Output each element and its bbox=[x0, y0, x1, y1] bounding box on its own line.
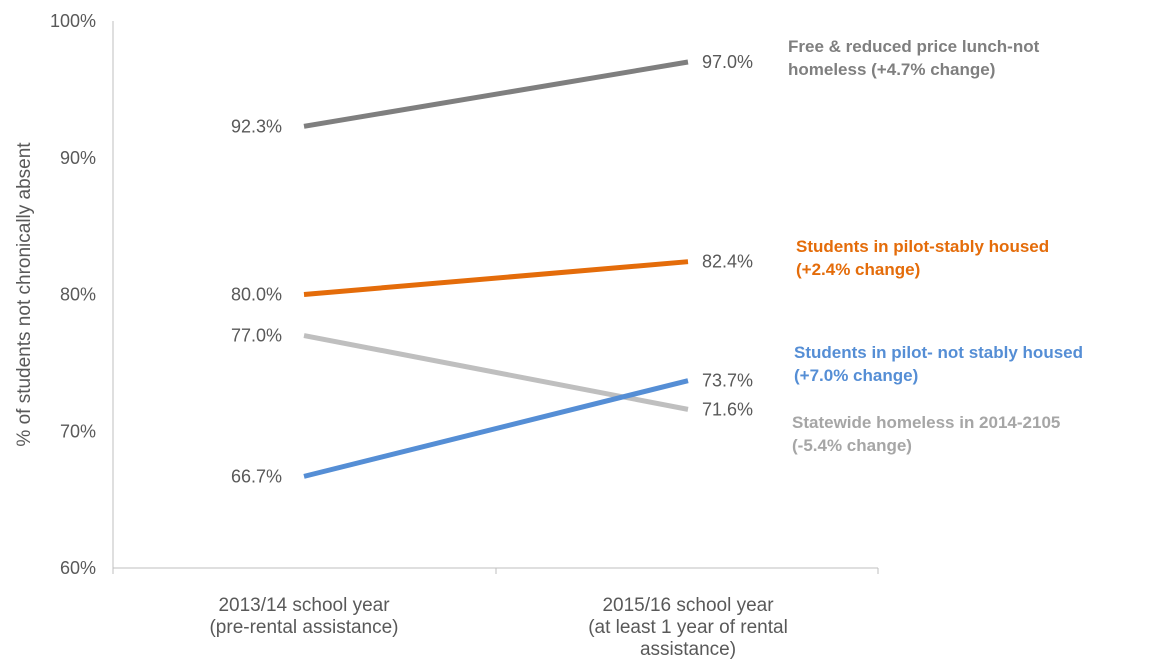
series-label-line: Statewide homeless in 2014-2105 bbox=[792, 413, 1060, 432]
series-label-line: (+7.0% change) bbox=[794, 366, 918, 385]
x-category-label-line: 2013/14 school year bbox=[218, 595, 390, 616]
x-category-label-line: (pre-rental assistance) bbox=[209, 617, 398, 638]
data-label: 82.4% bbox=[702, 252, 753, 272]
series-label-line: (-5.4% change) bbox=[792, 436, 912, 455]
series-label: Statewide homeless in 2014-2105 (-5.4% ch… bbox=[792, 413, 1060, 455]
x-category-label-line: assistance) bbox=[640, 639, 736, 660]
data-label: 92.3% bbox=[231, 116, 282, 136]
series-label-line: Students in pilot- not stably housed bbox=[794, 343, 1083, 362]
series-line bbox=[303, 259, 689, 297]
y-tick-label: 70% bbox=[60, 421, 96, 441]
y-axis-title: % of students not chronically absent bbox=[14, 142, 35, 447]
series-line bbox=[303, 333, 689, 412]
series-line bbox=[303, 59, 689, 129]
y-tick-label: 60% bbox=[60, 558, 96, 578]
series-label-line: Free & reduced price lunch-not bbox=[788, 37, 1040, 56]
y-tick-label: 80% bbox=[60, 285, 96, 305]
data-label: 71.6% bbox=[702, 399, 753, 419]
x-category-label: 2013/14 school year (pre-rental assistanc… bbox=[209, 595, 398, 638]
x-category-label: 2015/16 school year (at least 1 year of r… bbox=[588, 595, 788, 660]
data-label: 66.7% bbox=[231, 466, 282, 486]
data-label: 73.7% bbox=[702, 371, 753, 391]
series-label: Students in pilot- not stably housed (+7.… bbox=[794, 343, 1083, 385]
data-label: 80.0% bbox=[231, 285, 282, 305]
y-tick-label: 100% bbox=[50, 11, 96, 31]
x-category-label-line: 2015/16 school year bbox=[602, 595, 774, 616]
series-label-line: Students in pilot-stably housed bbox=[796, 237, 1049, 256]
series-label-line: (+2.4% change) bbox=[796, 260, 920, 279]
series-label: Students in pilot-stably housed (+2.4% ch… bbox=[796, 237, 1049, 279]
x-category-label-line: (at least 1 year of rental bbox=[588, 617, 788, 638]
data-label: 77.0% bbox=[231, 326, 282, 346]
series-line bbox=[303, 378, 689, 479]
series-label-line: homeless (+4.7% change) bbox=[788, 60, 995, 79]
data-label: 97.0% bbox=[702, 52, 753, 72]
y-tick-label: 90% bbox=[60, 148, 96, 168]
series-label: Free & reduced price lunch-not homeless (… bbox=[788, 37, 1040, 79]
